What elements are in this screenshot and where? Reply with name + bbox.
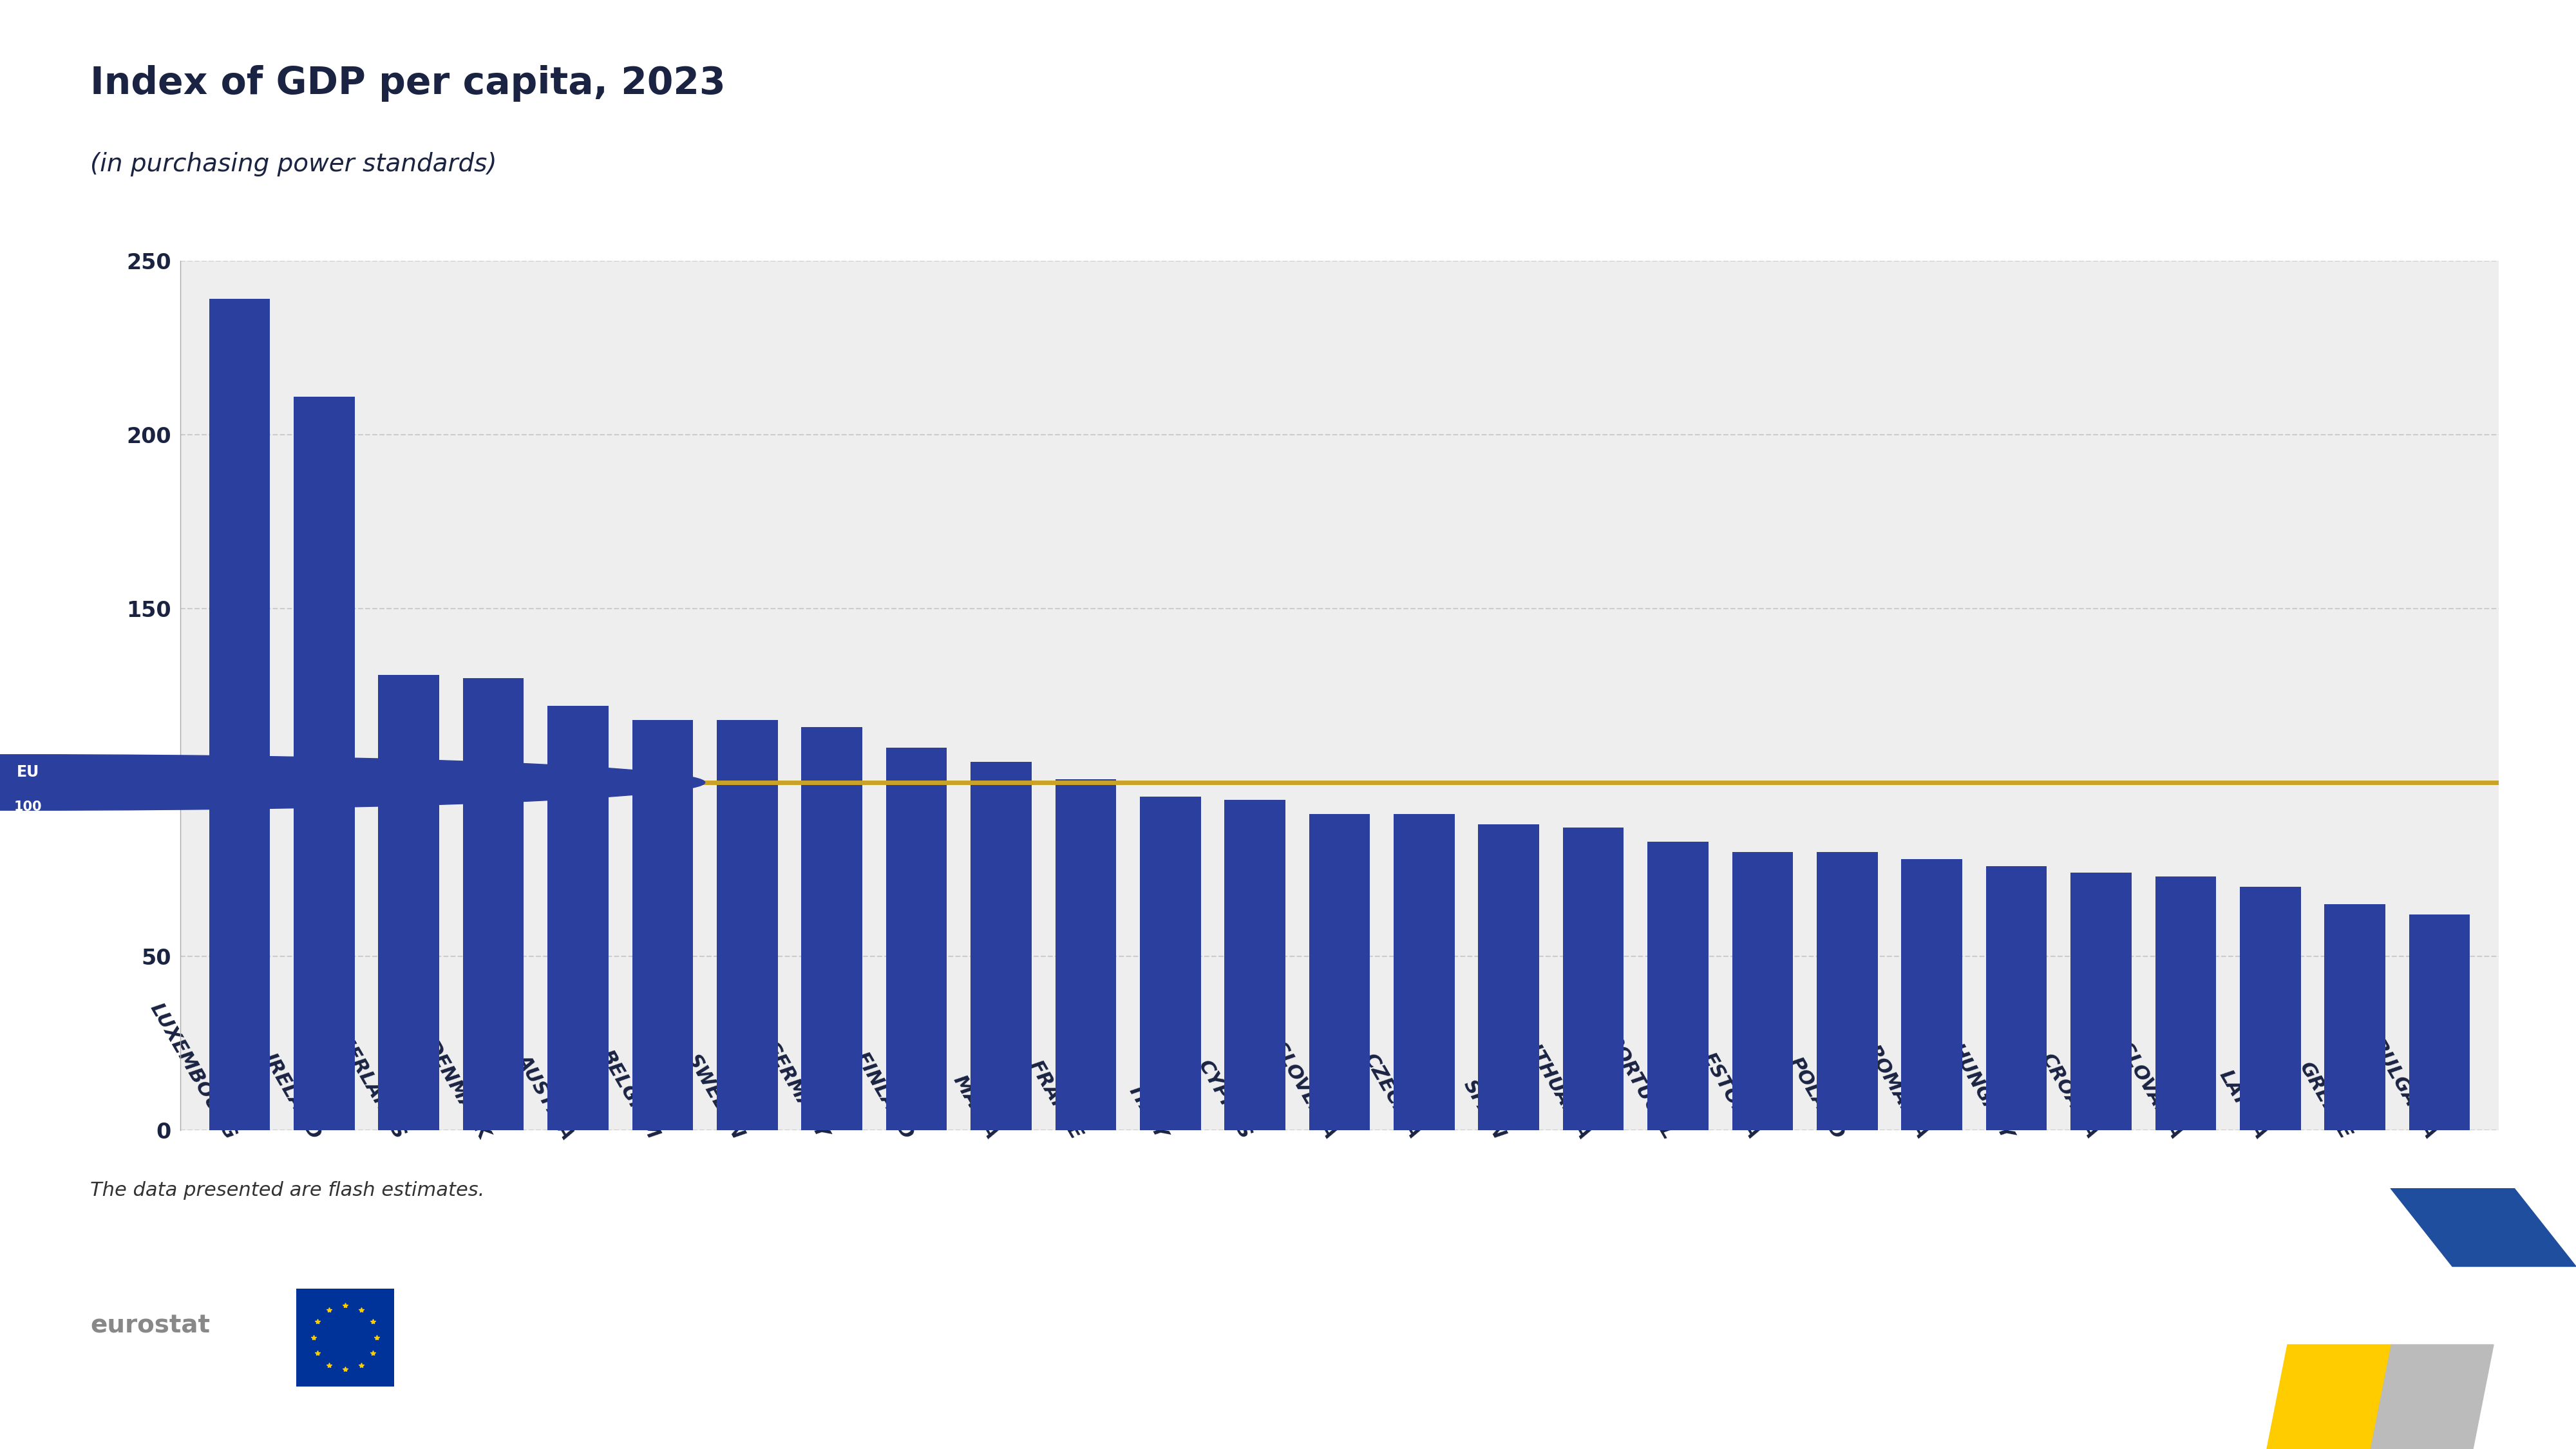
Bar <box>1309 814 1370 1130</box>
Bar <box>2156 877 2215 1130</box>
Bar <box>464 678 523 1130</box>
Circle shape <box>0 755 706 810</box>
Bar <box>379 675 440 1130</box>
Text: (in purchasing power standards): (in purchasing power standards) <box>90 152 497 177</box>
Bar <box>2409 914 2470 1130</box>
Bar <box>294 397 355 1130</box>
Bar <box>1649 842 1708 1130</box>
Bar <box>1224 800 1285 1130</box>
Text: EU: EU <box>15 764 39 780</box>
Bar <box>1564 827 1623 1130</box>
Bar <box>2324 904 2385 1130</box>
Polygon shape <box>2267 1345 2391 1449</box>
Bar <box>1731 852 1793 1130</box>
Bar <box>716 720 778 1130</box>
Polygon shape <box>2391 1188 2576 1266</box>
Bar <box>1901 859 1963 1130</box>
Bar <box>209 298 270 1130</box>
Bar <box>1394 814 1455 1130</box>
Bar <box>1139 797 1200 1130</box>
Bar <box>801 727 863 1130</box>
Bar <box>2239 887 2300 1130</box>
Text: eurostat: eurostat <box>90 1314 211 1337</box>
Bar <box>631 720 693 1130</box>
Bar <box>1479 824 1540 1130</box>
Text: Index of GDP per capita, 2023: Index of GDP per capita, 2023 <box>90 65 726 101</box>
Bar <box>1056 780 1115 1130</box>
Bar <box>549 706 608 1130</box>
Bar <box>886 748 948 1130</box>
Bar <box>1816 852 1878 1130</box>
Bar <box>2071 872 2130 1130</box>
Text: 100: 100 <box>13 800 41 813</box>
Polygon shape <box>2370 1345 2494 1449</box>
Text: The data presented are flash estimates.: The data presented are flash estimates. <box>90 1181 484 1200</box>
Bar <box>1986 867 2048 1130</box>
Bar <box>971 762 1030 1130</box>
